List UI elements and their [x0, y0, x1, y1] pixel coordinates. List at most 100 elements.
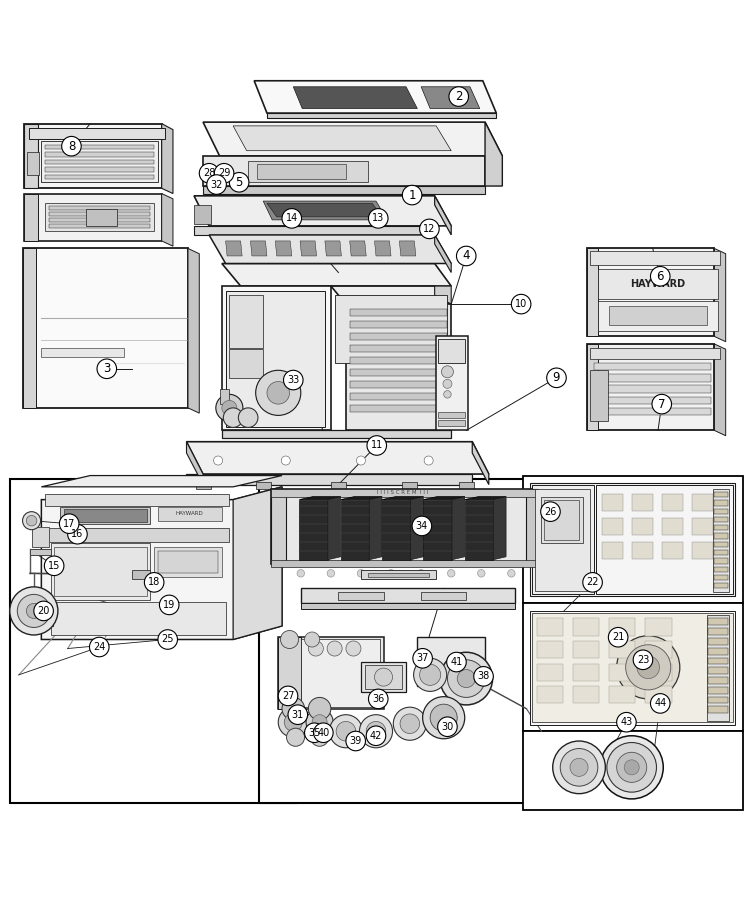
Circle shape — [440, 652, 493, 705]
Polygon shape — [299, 499, 328, 560]
Circle shape — [447, 570, 455, 577]
Circle shape — [327, 641, 342, 656]
Polygon shape — [271, 489, 538, 564]
Polygon shape — [45, 145, 154, 149]
Text: 28: 28 — [203, 169, 215, 178]
Polygon shape — [708, 677, 728, 684]
Polygon shape — [60, 507, 150, 525]
Polygon shape — [54, 547, 147, 596]
Polygon shape — [338, 593, 384, 601]
Polygon shape — [714, 500, 728, 506]
Circle shape — [238, 408, 258, 428]
Text: 30: 30 — [441, 722, 453, 732]
Circle shape — [367, 436, 387, 455]
Polygon shape — [350, 241, 366, 256]
Polygon shape — [382, 496, 423, 499]
Circle shape — [368, 208, 388, 228]
Polygon shape — [132, 570, 150, 579]
Polygon shape — [278, 637, 301, 708]
Circle shape — [359, 715, 393, 747]
Text: 6: 6 — [656, 270, 664, 283]
Polygon shape — [609, 641, 635, 659]
Circle shape — [443, 380, 452, 389]
Circle shape — [26, 603, 41, 619]
Polygon shape — [530, 611, 735, 725]
Circle shape — [438, 717, 457, 737]
Polygon shape — [532, 486, 594, 594]
Circle shape — [511, 294, 531, 313]
Text: 40: 40 — [317, 728, 329, 737]
Text: 17: 17 — [63, 519, 75, 529]
Polygon shape — [708, 638, 728, 645]
Circle shape — [287, 728, 305, 747]
Circle shape — [457, 670, 475, 688]
Text: 24: 24 — [93, 642, 105, 652]
Polygon shape — [692, 543, 713, 559]
Polygon shape — [49, 212, 150, 217]
Circle shape — [374, 668, 393, 686]
Polygon shape — [708, 707, 728, 713]
Circle shape — [305, 632, 320, 647]
Polygon shape — [346, 304, 451, 430]
Circle shape — [10, 587, 58, 635]
Polygon shape — [10, 479, 297, 803]
Polygon shape — [49, 218, 150, 222]
Circle shape — [306, 708, 333, 736]
Polygon shape — [45, 203, 154, 231]
Polygon shape — [485, 122, 502, 186]
Polygon shape — [267, 113, 496, 118]
Circle shape — [288, 705, 308, 725]
Polygon shape — [714, 583, 728, 588]
Polygon shape — [382, 499, 411, 560]
Circle shape — [214, 456, 223, 465]
Circle shape — [68, 525, 87, 544]
Text: I I I I S C R E M  I I I: I I I I S C R E M I I I — [377, 490, 428, 496]
Polygon shape — [29, 128, 165, 139]
Circle shape — [256, 371, 301, 415]
Text: 38: 38 — [478, 671, 490, 681]
Polygon shape — [714, 574, 728, 580]
Polygon shape — [45, 495, 229, 506]
Polygon shape — [23, 248, 36, 408]
Circle shape — [357, 570, 365, 577]
Text: 3: 3 — [103, 362, 111, 375]
Polygon shape — [41, 348, 124, 357]
Polygon shape — [271, 489, 286, 564]
Circle shape — [284, 713, 302, 731]
Polygon shape — [263, 201, 387, 220]
Polygon shape — [465, 499, 493, 560]
Polygon shape — [708, 648, 728, 654]
Polygon shape — [587, 248, 714, 336]
Text: 25: 25 — [162, 634, 174, 644]
Polygon shape — [438, 419, 465, 426]
Text: 21: 21 — [612, 632, 624, 642]
Circle shape — [199, 163, 219, 183]
Polygon shape — [257, 164, 346, 179]
Polygon shape — [162, 194, 173, 246]
Text: 29: 29 — [218, 169, 230, 178]
Circle shape — [400, 714, 420, 734]
Polygon shape — [594, 374, 711, 381]
Polygon shape — [233, 487, 282, 640]
Text: 32: 32 — [211, 179, 223, 189]
Polygon shape — [526, 489, 538, 564]
Polygon shape — [278, 637, 384, 708]
Polygon shape — [24, 123, 38, 188]
Polygon shape — [203, 186, 485, 194]
Polygon shape — [714, 542, 728, 547]
Polygon shape — [532, 613, 733, 722]
Polygon shape — [587, 344, 714, 430]
Polygon shape — [271, 489, 538, 496]
Circle shape — [278, 708, 308, 737]
Text: 22: 22 — [587, 577, 599, 587]
Polygon shape — [30, 549, 51, 554]
Polygon shape — [714, 248, 726, 342]
Polygon shape — [275, 241, 292, 256]
Circle shape — [44, 556, 64, 575]
Polygon shape — [645, 641, 672, 659]
Polygon shape — [417, 637, 485, 686]
Polygon shape — [374, 241, 391, 256]
Polygon shape — [645, 619, 672, 636]
Polygon shape — [194, 205, 211, 224]
Circle shape — [570, 758, 588, 776]
